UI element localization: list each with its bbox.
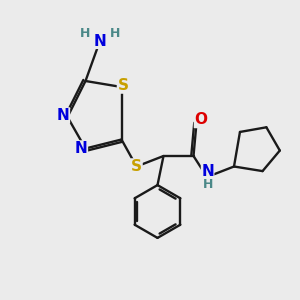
Text: O: O	[194, 112, 208, 128]
Text: N: N	[75, 141, 87, 156]
Text: N: N	[57, 108, 69, 123]
Text: H: H	[110, 27, 120, 40]
Text: H: H	[80, 27, 90, 40]
Text: S: S	[131, 159, 142, 174]
Text: H: H	[202, 178, 213, 191]
Text: N: N	[94, 34, 107, 49]
Text: S: S	[118, 78, 128, 93]
Text: N: N	[201, 164, 214, 179]
